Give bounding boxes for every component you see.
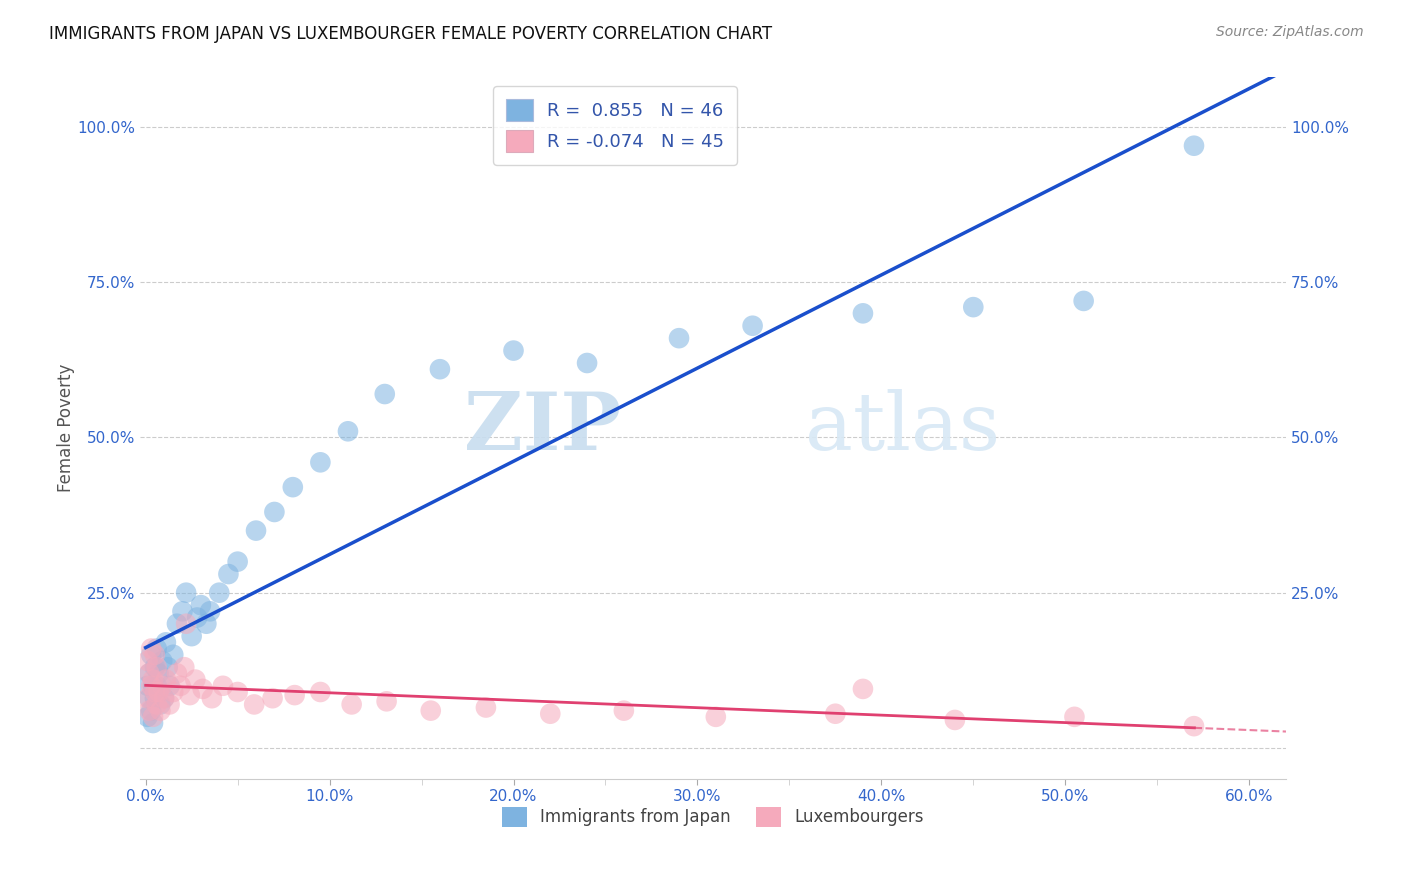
Point (159, 679, 181, 693)
Text: IMMIGRANTS FROM JAPAN VS LUXEMBOURGER FEMALE POVERTY CORRELATION CHART: IMMIGRANTS FROM JAPAN VS LUXEMBOURGER FE… (49, 25, 772, 43)
Point (153, 691, 176, 706)
Point (143, 685, 166, 699)
Point (153, 691, 176, 706)
Point (136, 679, 159, 693)
Point (136, 691, 159, 706)
Point (136, 710, 159, 724)
Point (613, 704, 636, 718)
Point (502, 343, 524, 358)
Point (145, 660, 167, 674)
Point (141, 641, 163, 656)
Point (962, 300, 984, 314)
Point (148, 666, 170, 681)
Point (141, 704, 163, 718)
Point (166, 666, 188, 681)
Point (142, 716, 165, 731)
Point (1063, 710, 1085, 724)
Point (309, 455, 332, 469)
Point (262, 691, 284, 706)
Point (201, 691, 224, 706)
Point (243, 698, 266, 712)
Text: ZIP: ZIP (464, 389, 621, 467)
Point (284, 688, 307, 702)
Point (263, 505, 285, 519)
Point (419, 704, 441, 718)
Point (340, 698, 363, 712)
Legend: Immigrants from Japan, Luxembourgers: Immigrants from Japan, Luxembourgers (495, 800, 931, 834)
Point (429, 362, 451, 376)
Point (226, 685, 249, 699)
Point (190, 598, 212, 612)
Point (166, 616, 188, 631)
Point (852, 681, 875, 696)
Point (149, 698, 172, 712)
Point (538, 706, 561, 721)
Point (576, 356, 599, 370)
Point (141, 648, 163, 662)
Point (475, 700, 498, 714)
Point (162, 648, 184, 662)
Point (741, 318, 763, 333)
Point (245, 524, 267, 538)
Point (180, 629, 202, 643)
Point (162, 685, 184, 699)
Point (143, 691, 166, 706)
Point (138, 691, 160, 706)
Point (156, 660, 179, 674)
Point (198, 604, 221, 618)
Point (138, 666, 160, 681)
Y-axis label: Female Poverty: Female Poverty (58, 364, 75, 492)
Point (179, 688, 201, 702)
Point (145, 679, 167, 693)
Point (336, 425, 359, 439)
Point (138, 666, 160, 681)
Point (149, 704, 172, 718)
Point (208, 585, 231, 599)
Text: Source: ZipAtlas.com: Source: ZipAtlas.com (1216, 25, 1364, 39)
Point (184, 673, 207, 687)
Point (169, 679, 191, 693)
Point (155, 673, 177, 687)
Point (852, 306, 875, 320)
Point (159, 698, 181, 712)
Point (1182, 719, 1205, 733)
Text: atlas: atlas (804, 389, 1000, 467)
Point (142, 679, 165, 693)
Point (195, 616, 218, 631)
Point (226, 555, 249, 569)
Point (1073, 293, 1095, 308)
Point (155, 635, 177, 649)
Point (943, 713, 966, 727)
Point (212, 679, 235, 693)
Point (173, 660, 195, 674)
Point (375, 694, 398, 708)
Point (145, 641, 167, 656)
Point (174, 616, 197, 631)
Point (174, 585, 197, 599)
Point (374, 387, 396, 401)
Point (138, 704, 160, 718)
Point (217, 567, 239, 582)
Point (281, 480, 304, 494)
Point (668, 331, 690, 345)
Point (148, 685, 170, 699)
Point (143, 648, 166, 662)
Point (309, 685, 332, 699)
Point (136, 654, 159, 668)
Point (150, 654, 173, 668)
Point (150, 679, 173, 693)
Point (824, 706, 846, 721)
Point (704, 710, 727, 724)
Point (142, 710, 165, 724)
Point (141, 679, 163, 693)
Point (172, 604, 194, 618)
Point (145, 698, 167, 712)
Point (186, 610, 208, 624)
Point (143, 660, 166, 674)
Point (1182, 138, 1205, 153)
Point (191, 681, 214, 696)
Point (142, 673, 165, 687)
